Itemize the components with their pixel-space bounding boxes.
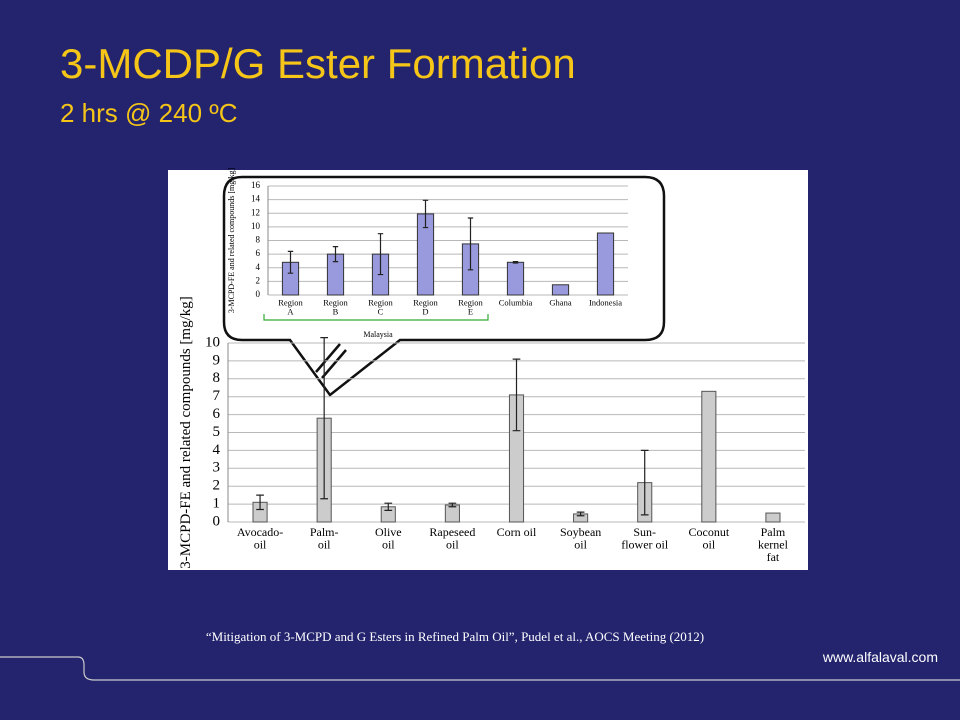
inset-callout: [222, 175, 666, 397]
x-tick-label: Soybean oil: [560, 525, 601, 552]
slide-subtitle: 2 hrs @ 240 ºC: [60, 98, 238, 128]
error-bar: [422, 199, 429, 229]
x-tick-label: Corn oil: [497, 525, 537, 539]
y-tick-label: 8: [256, 235, 261, 245]
footer-line: [0, 656, 960, 681]
x-tick-label: Indonesia: [589, 298, 622, 308]
bar: [701, 390, 717, 523]
error-bar: [640, 449, 649, 516]
x-tick-label: Ghana: [549, 298, 571, 308]
error-bar: [448, 502, 457, 508]
x-tick-label: Olive oil: [375, 525, 402, 552]
slide-title: 3-MCDP/G Ester Formation: [60, 40, 576, 87]
y-tick-label: 12: [251, 207, 260, 217]
y-tick-label: 2: [256, 275, 261, 285]
bar: [506, 261, 525, 296]
y-tick-label: 16: [251, 180, 261, 190]
break-mark: [315, 343, 341, 373]
x-tick-label: Sun-flower oil: [621, 525, 669, 552]
citation: “Mitigation of 3-MCPD and G Esters in Re…: [206, 629, 704, 644]
y-tick-label: 5: [213, 424, 221, 440]
y-tick-label: 7: [213, 388, 221, 404]
y-tick-label: 0: [256, 289, 261, 299]
x-tick-label: Region A: [278, 298, 303, 317]
y-axis-label: 3-MCPD-FE and related compounds [mg/kg]: [178, 296, 194, 568]
y-tick-label: 10: [205, 334, 220, 350]
x-tick-label: Region D: [413, 298, 438, 317]
bar: [596, 232, 615, 296]
error-bar: [576, 511, 585, 517]
x-tick-label: Columbia: [499, 298, 533, 308]
bar: [444, 504, 460, 523]
error-bar: [320, 337, 329, 500]
x-tick-label: Region B: [323, 298, 348, 317]
error-bar: [377, 233, 384, 276]
break-mark: [321, 349, 347, 379]
bar: [551, 284, 570, 296]
x-tick-label: Rapeseed oil: [429, 525, 475, 552]
error-bar: [512, 358, 521, 432]
y-tick-label: 2: [213, 478, 221, 494]
y-tick-label: 1: [213, 496, 221, 512]
x-tick-label: Coconut oil: [688, 525, 729, 552]
y-tick-label: 8: [213, 370, 221, 386]
error-bar: [467, 217, 474, 271]
y-tick-label: 3: [213, 460, 221, 476]
error-bar: [287, 250, 294, 274]
x-tick-label: Region E: [458, 298, 483, 317]
y-tick-label: 9: [213, 352, 221, 368]
error-bar: [384, 502, 393, 511]
x-tick-label: Region C: [368, 298, 393, 317]
error-bar: [332, 246, 339, 263]
y-tick-label: 6: [213, 406, 221, 422]
url: www.alfalaval.com: [822, 649, 938, 665]
x-tick-label: Avocado-oil: [237, 525, 283, 552]
y-axis-label: 3-MCPD-FE and related compounds [mg/kg]: [227, 168, 236, 314]
y-tick-label: 4: [213, 442, 221, 458]
y-tick-label: 10: [251, 221, 261, 231]
bar: [765, 512, 781, 523]
y-tick-label: 14: [251, 194, 261, 204]
group-bracket: [263, 314, 489, 321]
group-label: Malaysia: [363, 330, 393, 339]
x-tick-label: Palm-oil: [310, 525, 339, 552]
y-tick-label: 0: [213, 513, 221, 529]
error-bar: [512, 261, 519, 264]
error-bar: [256, 494, 264, 511]
y-tick-label: 6: [256, 248, 261, 258]
y-tick-label: 4: [256, 262, 261, 272]
x-tick-label: Palm kernel fat: [758, 525, 789, 564]
